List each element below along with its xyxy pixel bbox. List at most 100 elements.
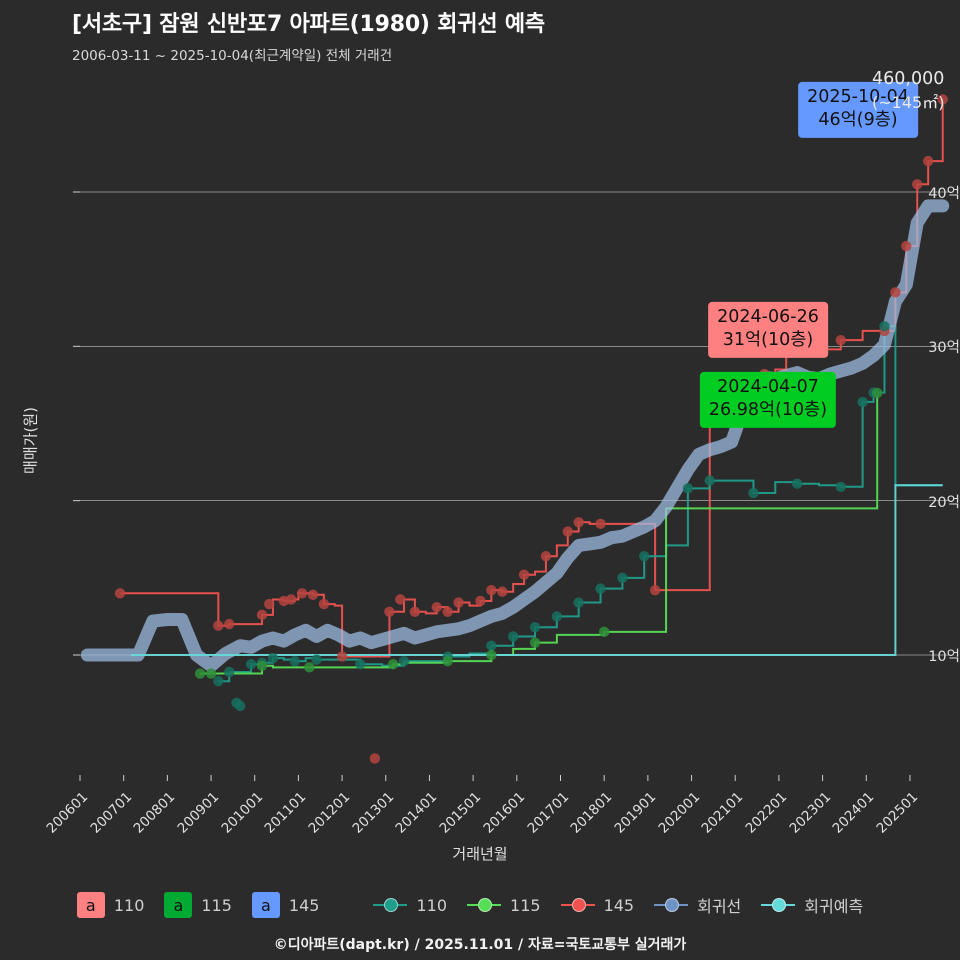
price-tag-unit: (~145㎡)	[872, 92, 945, 112]
scatter-point-115	[486, 649, 497, 661]
legend-swatch-glyph: a	[251, 892, 280, 918]
page-title: [서초구] 잠원 신반포7 아파트(1980) 회귀선 예측	[72, 12, 545, 37]
x-tick-marks	[79, 775, 911, 781]
legend-marker-115[interactable]: 115	[467, 896, 561, 915]
chart-legend: a 110 a 115 a 145 110 115 145 회귀선 회귀예측	[0, 888, 960, 922]
scatter-point-110	[835, 481, 846, 492]
price-tag: 460,000 (~145㎡)	[872, 68, 944, 113]
scatter-point-145	[890, 287, 901, 298]
legend-swatch-label: 115	[201, 895, 232, 915]
scatter-point-145	[922, 155, 934, 167]
scatter-point-145	[114, 588, 126, 599]
legend-swatch-glyph: a	[164, 892, 193, 918]
series-line-회귀예측	[130, 484, 943, 656]
legend-marker-회귀선[interactable]: 회귀선	[654, 893, 761, 917]
scatter-point-110	[224, 666, 235, 678]
scatter-point-110	[748, 487, 759, 499]
scatter-point-145	[497, 586, 508, 597]
scatter-point-145	[264, 598, 275, 610]
scatter-point-145	[431, 601, 442, 613]
chart-footer: ©디아파트(dapt.kr) / 2025.11.01 / 자료=국토교통부 실…	[273, 937, 687, 953]
scatter-point-110	[879, 321, 890, 332]
chart-header: [서초구] 잠원 신반포7 아파트(1980) 회귀선 예측 2006-03-1…	[72, 6, 545, 64]
legend-swatch-label: 110	[113, 895, 145, 915]
scatter-point-145	[595, 518, 606, 530]
scatter-point-115	[387, 659, 399, 670]
scatter-point-145	[409, 606, 421, 617]
callout-price: 31억(10층)	[722, 330, 814, 350]
scatter-point-115	[256, 660, 268, 672]
legend-swatch-115[interactable]: a 115	[164, 892, 252, 918]
scatter-point-110	[311, 654, 322, 665]
scatter-point-145	[369, 753, 381, 764]
scatter-point-145	[285, 594, 297, 605]
scatter-point-110	[267, 652, 279, 664]
legend-swatch-glyph: a	[76, 892, 105, 918]
scatter-point-145	[213, 620, 224, 631]
scatter-point-115	[598, 626, 610, 638]
scatter-point-110	[573, 597, 584, 608]
callout-date: 2024-06-26	[717, 306, 819, 327]
callout-price: 46억(9층)	[818, 110, 898, 130]
scatter-point-115	[871, 387, 883, 399]
scatter-point-145	[307, 589, 319, 601]
scatter-point-145	[649, 584, 661, 596]
scatter-point-110	[529, 622, 541, 633]
callout-date: 2024-04-07	[717, 376, 819, 397]
scatter-point-115	[205, 668, 217, 679]
scatter-point-145	[475, 595, 486, 607]
scatter-point-145	[937, 94, 948, 105]
legend-marker-110[interactable]: 110	[373, 896, 467, 915]
legend-marker-145[interactable]: 145	[560, 895, 655, 915]
scatter-point-110	[617, 572, 628, 584]
scatter-point-145	[912, 179, 923, 190]
legend-swatch-110[interactable]: a 110	[76, 892, 165, 918]
legend-marker-icon	[467, 896, 502, 914]
legend-marker-회귀예측[interactable]: 회귀예측	[761, 893, 883, 917]
scatter-point-110	[595, 583, 606, 594]
scatter-point-110	[857, 396, 868, 408]
callout-peak-145[interactable]: 2024-06-26 31억(10층)	[708, 301, 828, 359]
scatter-point-110	[507, 631, 519, 642]
y-axis-tick-label: 20억	[928, 494, 960, 511]
legend-marker-icon	[373, 896, 408, 914]
legend-marker-label: 회귀선	[697, 897, 742, 916]
scatter-point-145	[518, 569, 530, 580]
callout-latest-deal[interactable]: 2025-10-04 46억(9층)	[798, 81, 918, 139]
y-axis-tick-label: 40억	[928, 186, 960, 202]
scatter-point-115	[442, 655, 453, 667]
scatter-point-145	[395, 594, 406, 605]
legend-marker-icon	[654, 896, 689, 914]
scatter-point-110	[551, 611, 563, 622]
scatter-point-110	[398, 655, 410, 667]
scatter-point-145	[562, 526, 573, 537]
legend-marker-label: 115	[510, 895, 541, 915]
y-axis-tick-label: 30억	[928, 340, 960, 357]
scatter-point-110	[289, 655, 300, 667]
legend-swatch-145[interactable]: a 145	[251, 892, 340, 918]
scatter-point-145	[256, 609, 268, 621]
scatter-point-145	[442, 606, 453, 617]
page-subtitle: 2006-03-11 ~ 2025-10-04(최근계약일) 전체 거래건	[72, 48, 393, 64]
scatter-point-110	[682, 483, 694, 494]
scatter-point-145	[573, 517, 584, 528]
legend-swatch-label: 145	[288, 895, 320, 915]
y-axis-tick-label: 10억	[928, 649, 960, 665]
scatter-point-145	[835, 334, 846, 346]
legend-marker-label: 145	[603, 895, 635, 915]
legend-marker-label: 회귀예측	[804, 897, 864, 916]
scatter-point-115	[194, 668, 206, 679]
price-tag-value: 460,000	[872, 69, 945, 89]
scatter-point-145	[901, 240, 912, 252]
scatter-point-110	[486, 640, 497, 651]
scatter-point-110	[639, 551, 650, 562]
series-line-회귀선	[80, 199, 950, 673]
callout-deal-115[interactable]: 2024-04-07 26.98억(10층)	[699, 371, 837, 429]
scatter-point-110	[704, 475, 715, 486]
scatter-point-145	[336, 651, 348, 662]
scatter-point-110	[355, 659, 366, 670]
scatter-point-145	[318, 598, 330, 610]
x-axis-title: 거래년월	[452, 845, 508, 863]
scatter-layer	[114, 94, 948, 764]
